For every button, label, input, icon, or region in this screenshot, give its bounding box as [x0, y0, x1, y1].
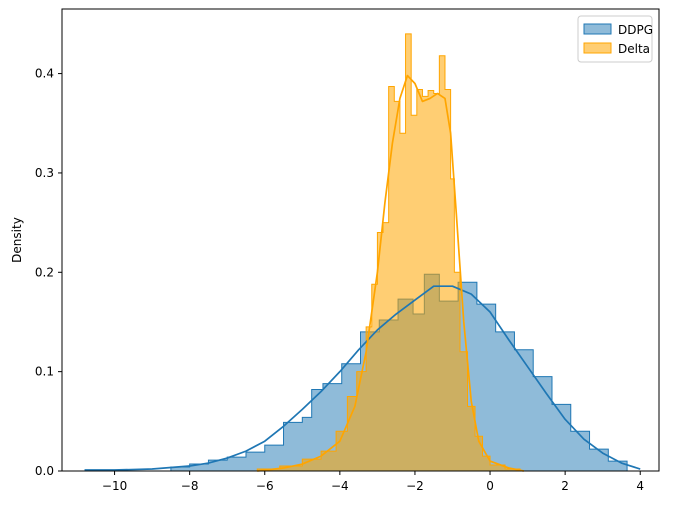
y-axis-ticks: 0.0 0.1 0.2 0.3 0.4: [35, 67, 62, 478]
y-axis-label: Density: [10, 217, 24, 263]
x-axis-ticks: −10 −8 −6 −4 −2 0 2 4: [102, 471, 644, 493]
histogram-fill-delta: [257, 33, 521, 471]
x-tick-label: −8: [181, 479, 199, 493]
y-tick-label: 0.0: [35, 464, 54, 478]
legend-swatch-delta: [583, 42, 612, 54]
legend-swatch-ddpg: [583, 23, 612, 35]
kde-curve-ddpg: [84, 285, 641, 471]
y-tick-label: 0.3: [35, 166, 54, 180]
legend: DDPG Delta: [577, 15, 653, 63]
x-tick-label: 0: [486, 479, 494, 493]
legend-label-ddpg: DDPG: [618, 23, 653, 37]
kde-curves: [84, 74, 641, 472]
x-tick-label: 2: [561, 479, 569, 493]
y-tick-label: 0.4: [35, 67, 54, 81]
y-tick-label: 0.2: [35, 265, 54, 279]
y-tick-label: 0.1: [35, 365, 54, 379]
x-tick-label: −4: [331, 479, 349, 493]
kde-curve-delta: [257, 74, 524, 472]
legend-label-delta: Delta: [618, 42, 650, 56]
plot-area-frame: [61, 8, 660, 472]
x-tick-label: −10: [102, 479, 127, 493]
x-tick-label: −6: [256, 479, 274, 493]
x-tick-label: 4: [636, 479, 644, 493]
x-tick-label: −2: [406, 479, 424, 493]
